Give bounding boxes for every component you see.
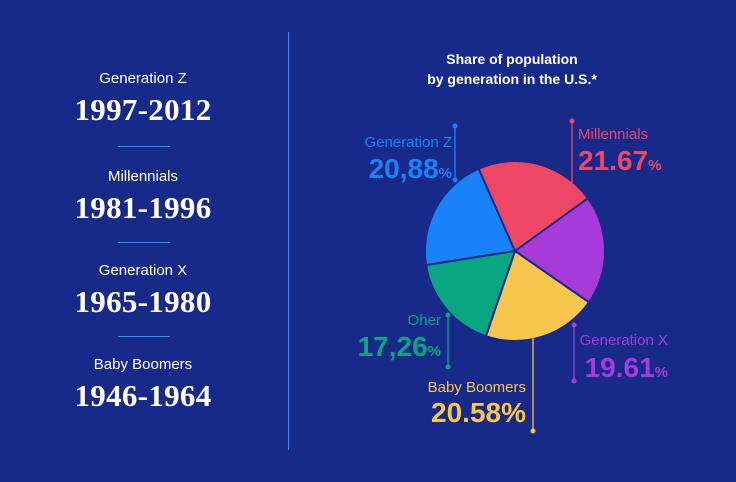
- generation-years: 1946-1964: [74, 378, 212, 413]
- generation-entry: Generation X 1965-1980: [0, 262, 286, 320]
- generation-name: Millennials: [107, 168, 179, 185]
- generation-entry: Baby Boomers 1946-1964: [0, 356, 286, 414]
- pie-slice: [424, 167, 516, 267]
- vertical-divider: [288, 32, 289, 450]
- leader-lines: [445, 118, 577, 434]
- generation-entry: Generation Z 1997-2012: [0, 70, 286, 128]
- percent-sign: %: [655, 364, 668, 381]
- slice-value-label: 19.61%: [585, 352, 668, 383]
- leader-dot: [571, 322, 577, 328]
- leader-dot: [452, 177, 458, 183]
- slice-name-label: Baby Boomers: [428, 379, 526, 396]
- slice-name-label: Millennials: [578, 126, 648, 143]
- slice-labels: Generation Z 20,88% Millennials 21.67% Gener…: [358, 126, 668, 428]
- percent-sign: %: [428, 343, 441, 360]
- leader-dot: [569, 118, 575, 124]
- separator: [118, 336, 170, 337]
- slice-value-label: 21.67%: [578, 145, 661, 176]
- chart-title-line-1: Share of population: [446, 51, 577, 67]
- generation-years: 1997-2012: [74, 92, 212, 127]
- generation-name: Generation X: [98, 262, 188, 279]
- percent-sign: %: [439, 165, 452, 182]
- slice-name-label: Oher: [408, 312, 441, 329]
- generation-years: 1981-1996: [74, 190, 212, 225]
- leader-dot: [452, 123, 458, 129]
- pie-slice: [425, 250, 516, 338]
- generation-years: 1965-1980: [74, 284, 212, 319]
- pie-slice: [484, 250, 590, 342]
- generation-name: Generation Z: [99, 70, 187, 87]
- leader-dot: [530, 330, 536, 336]
- slice-name-label: Generation X: [580, 332, 668, 349]
- generation-list: Generation Z 1997-2012 Millennials 1981-…: [0, 0, 286, 482]
- separator: [118, 242, 170, 243]
- leader-dot: [445, 312, 451, 318]
- leader-dot: [530, 428, 536, 434]
- generation-entry: Millennials 1981-1996: [0, 168, 286, 226]
- slice-value-label: 20.58%: [431, 397, 526, 428]
- pie-slice: [477, 159, 589, 252]
- leader-dot: [445, 364, 451, 370]
- generation-name: Baby Boomers: [93, 356, 193, 373]
- separator: [118, 146, 170, 147]
- pie-slice: [514, 197, 606, 304]
- slice-value-label: 20,88%: [369, 153, 452, 184]
- percent-sign: %: [648, 157, 661, 174]
- slice-value-label: 17,26%: [358, 331, 441, 362]
- pie-slices: [424, 159, 606, 342]
- chart-title-line-2: by generation in the U.S.*: [427, 71, 597, 87]
- leader-dot: [571, 378, 577, 384]
- leader-dot: [569, 187, 575, 193]
- slice-name-label: Generation Z: [364, 134, 452, 151]
